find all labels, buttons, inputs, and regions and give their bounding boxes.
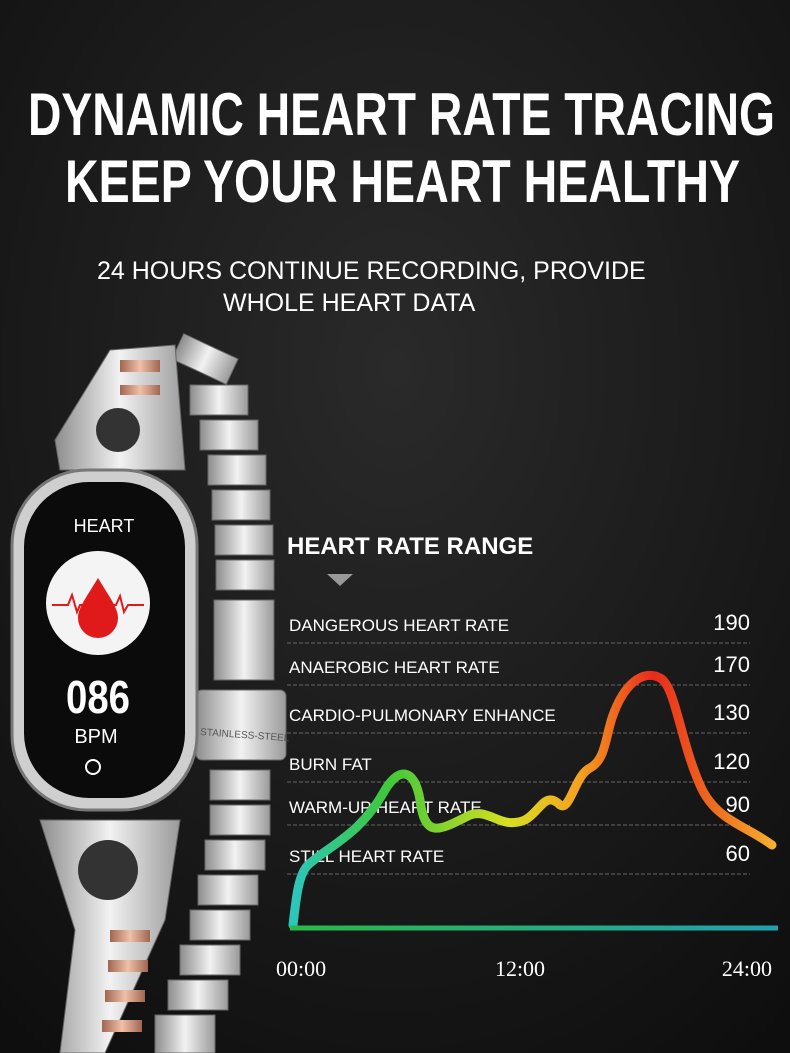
- title-line: KEEP YOUR HEART HEALTHY: [65, 148, 740, 215]
- watch-reading: 086: [66, 671, 130, 723]
- row-value: 60: [726, 841, 750, 866]
- watch-label: HEART: [74, 516, 135, 536]
- title-line: DYNAMIC HEART RATE TRACING: [28, 81, 775, 148]
- watch: STAINLESS-STEEL HEART 086 BPM: [10, 332, 290, 1053]
- range-title: HEART RATE RANGE: [287, 533, 533, 560]
- row-label: WARM-UP HEART RATE: [289, 798, 482, 817]
- row-value: 190: [713, 610, 750, 635]
- watch-unit: BPM: [74, 726, 117, 748]
- row-value: 130: [713, 700, 750, 725]
- heart-rate-curve: [288, 670, 777, 930]
- time-label: 24:00: [722, 956, 772, 981]
- row-label: DANGEROUS HEART RATE: [289, 616, 509, 635]
- time-label: 12:00: [495, 956, 545, 981]
- row-value: 90: [726, 792, 750, 817]
- range-rows: DANGEROUS HEART RATE 190 ANAEROBIC HEART R…: [287, 610, 750, 875]
- subtitle-line: 24 HOURS CONTINUE RECORDING, PROVIDE: [97, 257, 646, 285]
- row-label: CARDIO-PULMONARY ENHANCE: [289, 706, 556, 725]
- time-label: 00:00: [276, 956, 326, 981]
- row-value: 170: [713, 652, 750, 677]
- row-label: ANAEROBIC HEART RATE: [289, 658, 500, 677]
- row-value: 120: [713, 749, 750, 774]
- subtitle-line: WHOLE HEART DATA: [223, 289, 476, 317]
- row-label: BURN FAT: [289, 755, 372, 774]
